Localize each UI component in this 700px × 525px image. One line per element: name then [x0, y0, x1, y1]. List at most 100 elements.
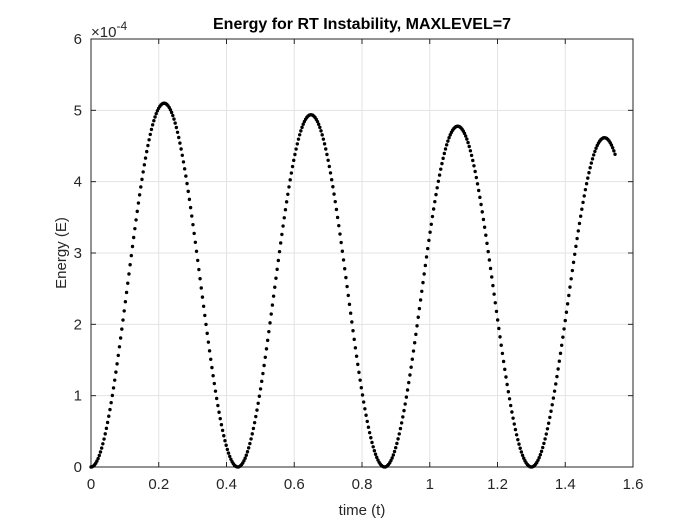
y-tick-label: 6: [74, 31, 82, 48]
data-point: [433, 199, 437, 204]
data-point: [421, 280, 425, 285]
data-point: [207, 349, 212, 353]
data-point: [128, 263, 132, 267]
data-point: [488, 266, 493, 271]
data-point: [148, 132, 152, 137]
data-point: [542, 441, 546, 446]
data-point: [426, 246, 430, 251]
data-point: [466, 140, 470, 145]
data-point: [104, 426, 109, 431]
x-tick-label: 1.6: [623, 476, 644, 493]
data-point: [580, 207, 584, 211]
data-point: [147, 138, 151, 142]
data-point: [124, 290, 129, 295]
x-tick-label: 0.6: [284, 476, 305, 493]
data-point: [178, 141, 182, 145]
data-point: [116, 353, 120, 358]
data-point: [257, 394, 262, 398]
data-point: [115, 362, 119, 366]
data-point: [501, 359, 506, 364]
data-point: [205, 331, 209, 336]
data-point: [469, 153, 474, 158]
data-point: [539, 449, 544, 454]
data-point: [254, 414, 258, 419]
data-point: [290, 164, 295, 169]
data-point: [411, 349, 416, 353]
data-point: [372, 449, 377, 453]
data-point: [149, 127, 154, 132]
data-point: [289, 171, 294, 175]
data-point: [546, 421, 551, 425]
data-point: [497, 326, 501, 331]
y-tick-label: 5: [74, 102, 82, 119]
data-point: [401, 415, 405, 419]
data-point: [490, 275, 494, 279]
data-point: [567, 293, 571, 298]
data-point: [217, 410, 221, 414]
data-point: [583, 187, 588, 192]
data-point: [506, 390, 511, 394]
data-point: [554, 382, 558, 386]
data-point: [201, 304, 206, 308]
data-point: [369, 436, 373, 440]
data-point: [270, 303, 275, 307]
data-point: [126, 281, 130, 285]
data-point: [113, 378, 117, 382]
data-point: [243, 456, 247, 460]
data-point: [142, 163, 147, 167]
data-point: [536, 458, 540, 462]
data-point: [267, 329, 271, 334]
data-point: [511, 416, 515, 420]
data-point: [366, 425, 371, 429]
data-point: [397, 432, 401, 436]
data-point: [139, 185, 143, 189]
data-point: [562, 327, 566, 331]
data-point: [375, 455, 379, 460]
y-exponent-base: ×10: [91, 24, 116, 41]
data-point: [331, 185, 335, 189]
data-point: [465, 137, 469, 141]
data-point: [334, 207, 339, 212]
data-point: [550, 403, 554, 407]
y-tick-label: 3: [74, 245, 82, 262]
data-point: [495, 318, 500, 322]
y-axis-title: Energy (E): [53, 217, 70, 289]
data-point: [412, 341, 417, 345]
data-point: [193, 240, 198, 245]
data-point: [446, 139, 450, 143]
data-point: [543, 437, 547, 441]
data-point: [296, 137, 301, 141]
data-point: [174, 125, 179, 130]
data-point: [199, 286, 203, 290]
data-point: [335, 215, 340, 220]
data-point: [555, 374, 559, 379]
data-point: [182, 167, 187, 171]
data-point: [224, 443, 228, 447]
y-exponent-label: ×10-4: [91, 19, 127, 41]
data-point: [491, 283, 495, 288]
data-point: [141, 170, 145, 174]
data-point: [223, 439, 227, 443]
x-tick-label: 1.4: [555, 476, 576, 493]
data-point: [185, 181, 189, 186]
data-point: [587, 171, 591, 175]
data-point: [198, 277, 202, 281]
data-point: [565, 302, 570, 306]
data-point: [482, 225, 487, 229]
data-point: [588, 166, 592, 170]
data-point: [408, 373, 412, 377]
data-point: [181, 160, 186, 164]
data-point: [391, 453, 396, 457]
y-exponent-power: -4: [116, 19, 127, 33]
data-point: [570, 268, 575, 273]
data-point: [256, 401, 260, 406]
data-point: [557, 359, 562, 363]
data-point: [463, 134, 468, 138]
data-point: [577, 221, 582, 226]
data-point: [212, 381, 217, 386]
data-point: [114, 370, 118, 374]
data-point: [172, 117, 176, 121]
data-point: [134, 218, 138, 222]
data-point: [370, 440, 374, 445]
data-point: [394, 446, 398, 450]
